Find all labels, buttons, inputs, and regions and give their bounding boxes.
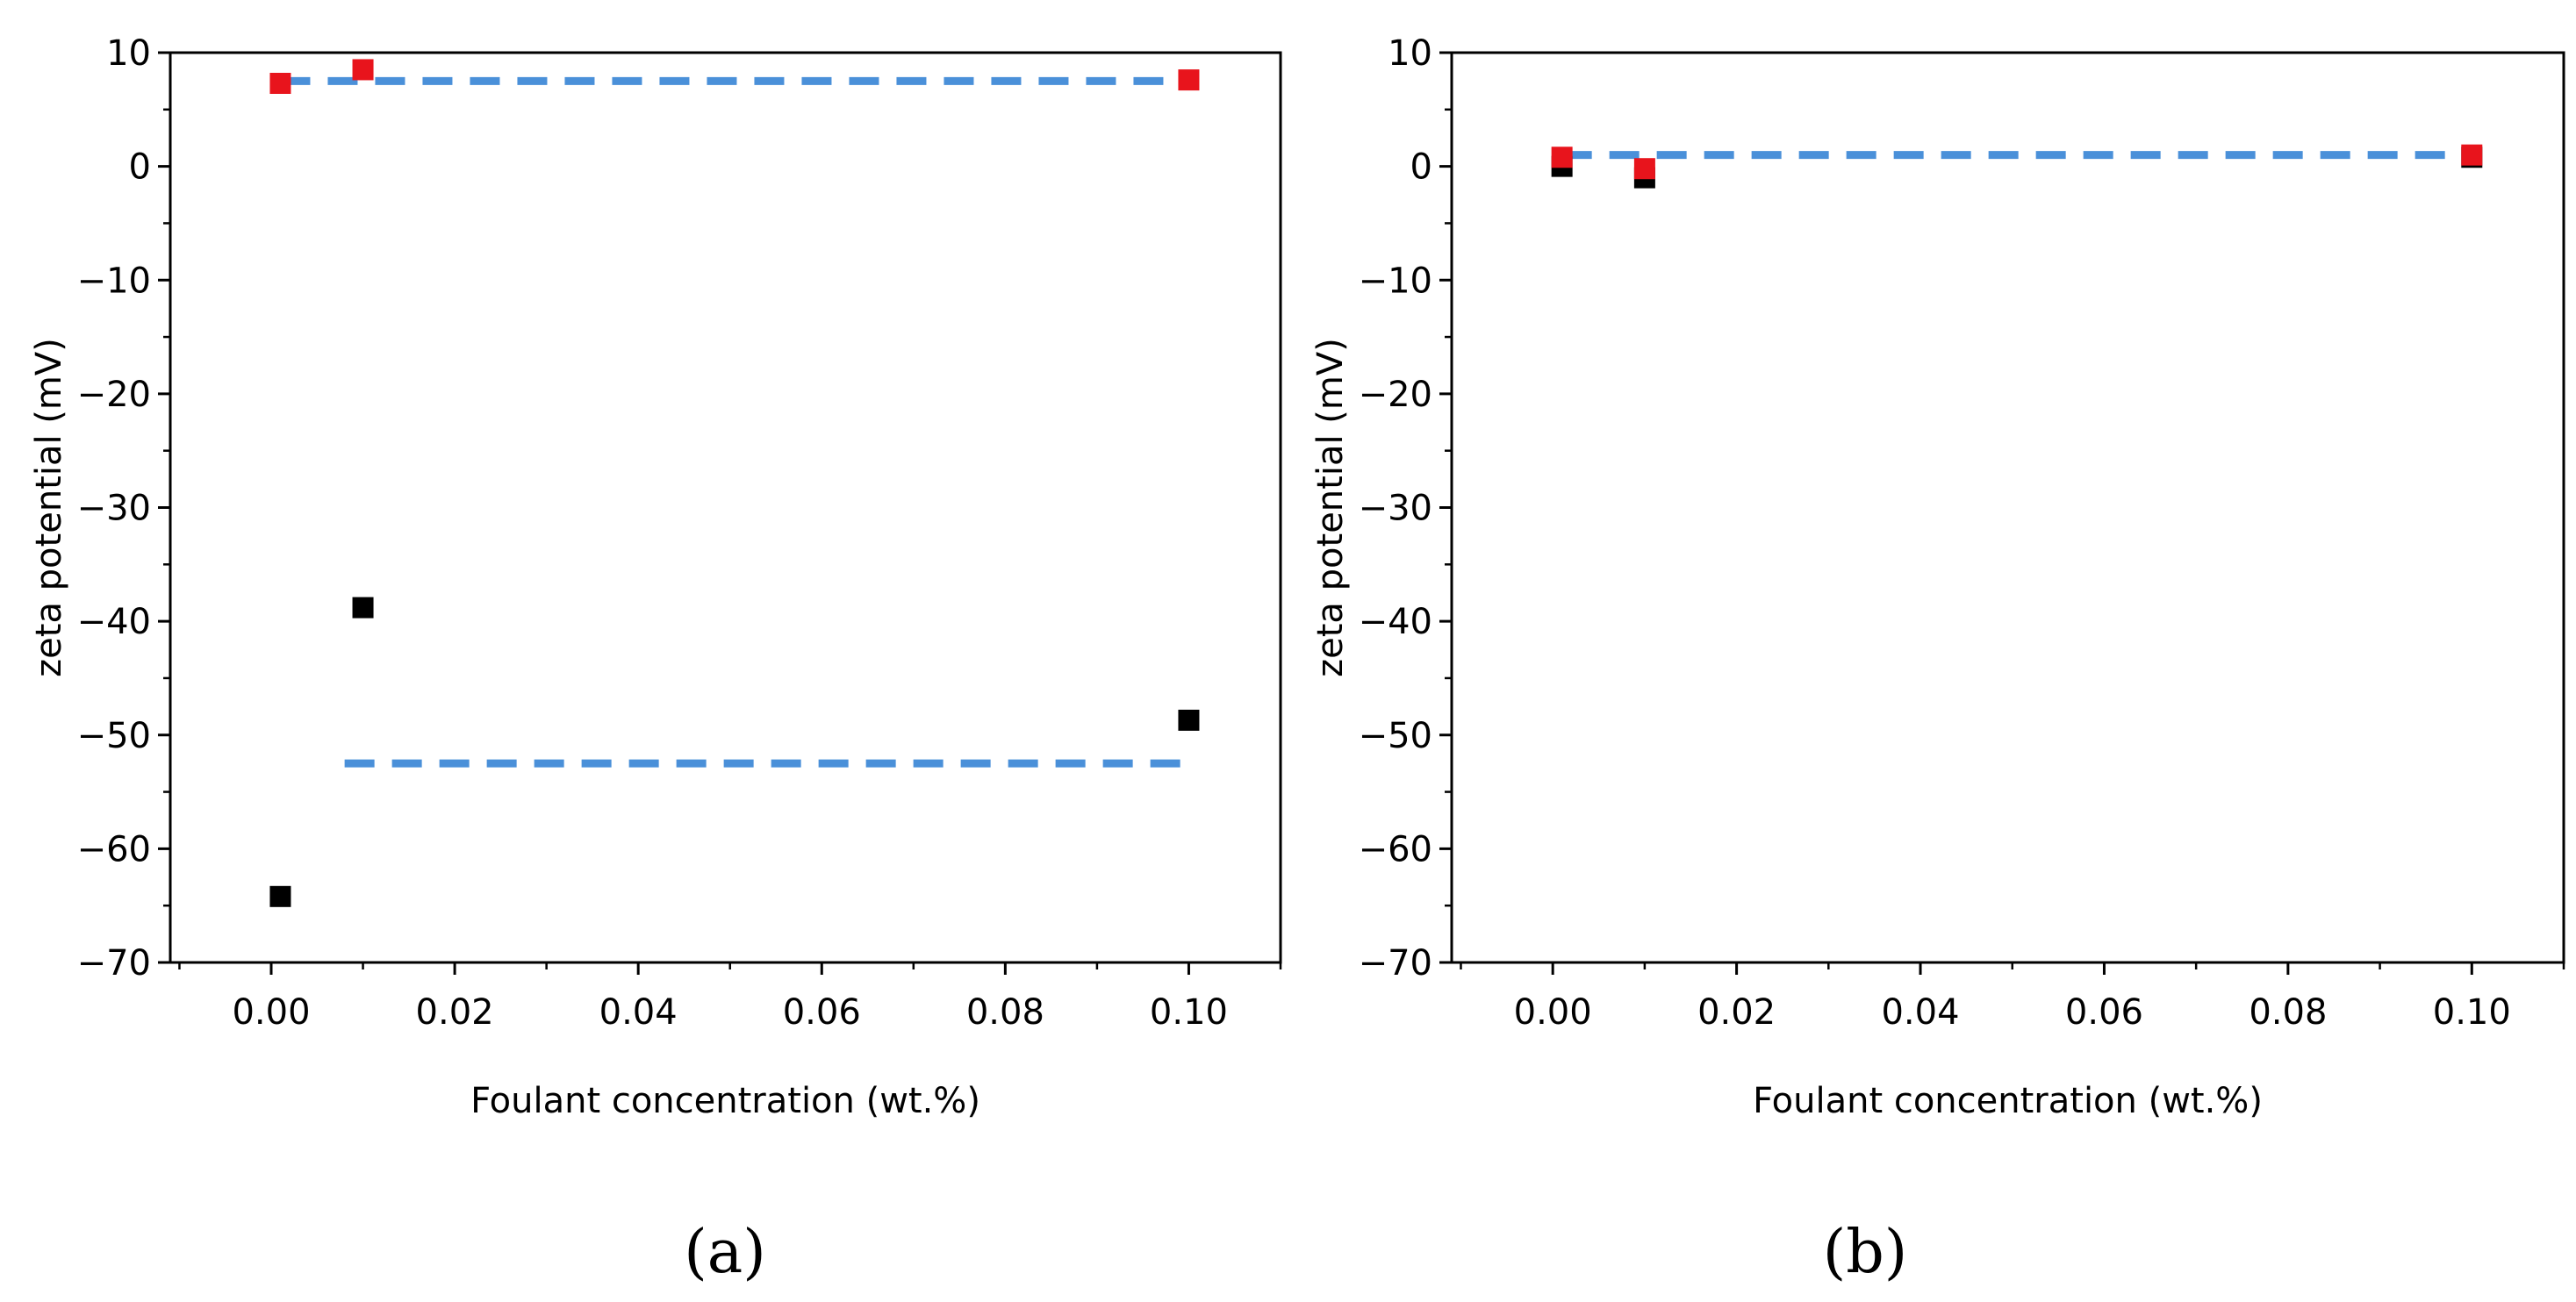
y-axis-title-a: zeta potential (mV) [29, 338, 69, 677]
y-tick-label-a: −50 [77, 716, 151, 756]
plot-frame-b [1450, 51, 2565, 964]
x-tick-label-a: 0.10 [1150, 992, 1228, 1033]
red-point-b [1633, 158, 1655, 180]
black-point-a [352, 597, 374, 619]
y-axis-title-b: zeta potential (mV) [1310, 338, 1351, 677]
x-tick-label-b: 0.00 [1514, 992, 1592, 1033]
x-tick-label-a: 0.04 [599, 992, 678, 1033]
x-tick-label-a: 0.02 [416, 992, 494, 1033]
red-point-b [1551, 147, 1573, 168]
red-point-a [269, 72, 291, 94]
y-tick-label-a: −40 [77, 602, 151, 642]
chart-panel-b: 10 0 −10 −20 −30 −40 −50 −60 −70 0.00 0.02 0.04 0.06… [1310, 33, 2565, 1287]
y-tick-label-b: 0 [1410, 147, 1432, 188]
panel-label-b: (b) [1823, 1218, 1908, 1287]
y-tick-label-b: −10 [1359, 261, 1432, 301]
panel-label-a: (a) [684, 1218, 766, 1287]
y-tick-label-a: −60 [77, 829, 151, 869]
y-tick-label-b: −60 [1359, 829, 1432, 869]
black-point-a [1178, 709, 1200, 731]
x-tick-label-b: 0.08 [2249, 992, 2327, 1033]
y-tick-label-a: 10 [106, 33, 151, 74]
plot-frame-a [169, 51, 1282, 964]
y-tick-label-a: 0 [129, 147, 151, 188]
red-point-a [1178, 69, 1200, 91]
y-tick-label-b: −20 [1359, 375, 1432, 415]
x-tick-label-a: 0.08 [966, 992, 1044, 1033]
red-point-a [352, 59, 374, 81]
black-point-a [269, 885, 291, 907]
y-tick-label-b: −70 [1359, 943, 1432, 984]
x-axis-title-b: Foulant concentration (wt.%) [1753, 1081, 2263, 1121]
y-tick-label-a: −20 [77, 375, 151, 415]
x-tick-label-b: 0.10 [2433, 992, 2511, 1033]
y-tick-label-b: −40 [1359, 602, 1432, 642]
x-tick-label-b: 0.02 [1697, 992, 1776, 1033]
x-tick-label-b: 0.06 [2065, 992, 2143, 1033]
y-tick-label-a: −10 [77, 261, 151, 301]
y-tick-label-a: −70 [77, 943, 151, 984]
y-tick-label-a: −30 [77, 489, 151, 529]
x-tick-label-a: 0.00 [232, 992, 310, 1033]
y-tick-label-b: 10 [1388, 33, 1432, 74]
y-tick-label-b: −30 [1359, 489, 1432, 529]
x-tick-label-b: 0.04 [1881, 992, 1959, 1033]
x-tick-label-a: 0.06 [783, 992, 861, 1033]
red-point-b [2461, 144, 2483, 166]
chart-panel-a: 10 0 −10 −20 −30 −40 −50 −60 −70 0.00 0.02 0.04 0.06… [29, 33, 1282, 1287]
x-axis-title-a: Foulant concentration (wt.%) [470, 1081, 980, 1121]
y-tick-label-b: −50 [1359, 716, 1432, 756]
